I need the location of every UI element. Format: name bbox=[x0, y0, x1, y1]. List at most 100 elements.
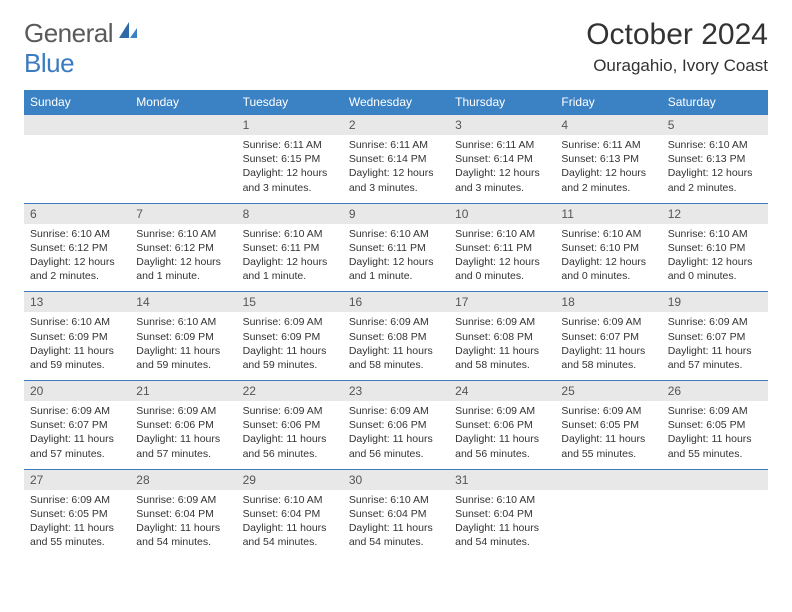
day-body: Sunrise: 6:10 AMSunset: 6:04 PMDaylight:… bbox=[237, 490, 343, 558]
day-body: Sunrise: 6:09 AMSunset: 6:07 PMDaylight:… bbox=[662, 312, 768, 380]
sunset-text: Sunset: 6:07 PM bbox=[30, 418, 124, 432]
day-cell: 11Sunrise: 6:10 AMSunset: 6:10 PMDayligh… bbox=[555, 203, 661, 292]
day-number: 12 bbox=[662, 204, 768, 224]
day-body bbox=[662, 490, 768, 515]
day-body: Sunrise: 6:11 AMSunset: 6:14 PMDaylight:… bbox=[449, 135, 555, 203]
daylight-text: Daylight: 12 hours and 3 minutes. bbox=[455, 166, 549, 194]
dayhead-mon: Monday bbox=[130, 90, 236, 115]
sunrise-text: Sunrise: 6:09 AM bbox=[668, 315, 762, 329]
day-number: 18 bbox=[555, 292, 661, 312]
day-body: Sunrise: 6:11 AMSunset: 6:15 PMDaylight:… bbox=[237, 135, 343, 203]
month-title: October 2024 bbox=[586, 18, 768, 52]
day-cell: 15Sunrise: 6:09 AMSunset: 6:09 PMDayligh… bbox=[237, 292, 343, 381]
daylight-text: Daylight: 12 hours and 2 minutes. bbox=[561, 166, 655, 194]
week-row: 27Sunrise: 6:09 AMSunset: 6:05 PMDayligh… bbox=[24, 469, 768, 557]
sunrise-text: Sunrise: 6:09 AM bbox=[30, 404, 124, 418]
sunrise-text: Sunrise: 6:09 AM bbox=[349, 404, 443, 418]
day-number: 30 bbox=[343, 470, 449, 490]
week-row: 20Sunrise: 6:09 AMSunset: 6:07 PMDayligh… bbox=[24, 381, 768, 470]
day-cell bbox=[662, 469, 768, 557]
sunrise-text: Sunrise: 6:09 AM bbox=[243, 315, 337, 329]
daylight-text: Daylight: 11 hours and 54 minutes. bbox=[136, 521, 230, 549]
daylight-text: Daylight: 12 hours and 3 minutes. bbox=[349, 166, 443, 194]
daylight-text: Daylight: 12 hours and 0 minutes. bbox=[668, 255, 762, 283]
sunrise-text: Sunrise: 6:10 AM bbox=[136, 315, 230, 329]
week-row: 13Sunrise: 6:10 AMSunset: 6:09 PMDayligh… bbox=[24, 292, 768, 381]
sunrise-text: Sunrise: 6:10 AM bbox=[668, 138, 762, 152]
sunrise-text: Sunrise: 6:09 AM bbox=[349, 315, 443, 329]
day-body: Sunrise: 6:10 AMSunset: 6:04 PMDaylight:… bbox=[449, 490, 555, 558]
day-body: Sunrise: 6:11 AMSunset: 6:13 PMDaylight:… bbox=[555, 135, 661, 203]
sunset-text: Sunset: 6:10 PM bbox=[561, 241, 655, 255]
daylight-text: Daylight: 12 hours and 1 minute. bbox=[243, 255, 337, 283]
daylight-text: Daylight: 12 hours and 2 minutes. bbox=[30, 255, 124, 283]
day-body: Sunrise: 6:10 AMSunset: 6:10 PMDaylight:… bbox=[555, 224, 661, 292]
sunset-text: Sunset: 6:05 PM bbox=[668, 418, 762, 432]
sunrise-text: Sunrise: 6:09 AM bbox=[30, 493, 124, 507]
day-cell: 7Sunrise: 6:10 AMSunset: 6:12 PMDaylight… bbox=[130, 203, 236, 292]
day-number bbox=[555, 470, 661, 490]
day-body: Sunrise: 6:10 AMSunset: 6:09 PMDaylight:… bbox=[24, 312, 130, 380]
day-number: 6 bbox=[24, 204, 130, 224]
sunrise-text: Sunrise: 6:10 AM bbox=[455, 493, 549, 507]
daylight-text: Daylight: 11 hours and 59 minutes. bbox=[30, 344, 124, 372]
dayhead-sun: Sunday bbox=[24, 90, 130, 115]
day-body: Sunrise: 6:09 AMSunset: 6:04 PMDaylight:… bbox=[130, 490, 236, 558]
calendar-table: Sunday Monday Tuesday Wednesday Thursday… bbox=[24, 90, 768, 557]
day-number: 21 bbox=[130, 381, 236, 401]
day-cell: 24Sunrise: 6:09 AMSunset: 6:06 PMDayligh… bbox=[449, 381, 555, 470]
sunset-text: Sunset: 6:11 PM bbox=[243, 241, 337, 255]
day-body: Sunrise: 6:09 AMSunset: 6:06 PMDaylight:… bbox=[237, 401, 343, 469]
daylight-text: Daylight: 11 hours and 56 minutes. bbox=[455, 432, 549, 460]
sunset-text: Sunset: 6:13 PM bbox=[668, 152, 762, 166]
day-cell: 5Sunrise: 6:10 AMSunset: 6:13 PMDaylight… bbox=[662, 115, 768, 204]
day-cell: 17Sunrise: 6:09 AMSunset: 6:08 PMDayligh… bbox=[449, 292, 555, 381]
daylight-text: Daylight: 12 hours and 1 minute. bbox=[349, 255, 443, 283]
logo-sub: Blue bbox=[24, 48, 74, 79]
day-body bbox=[24, 135, 130, 160]
sunset-text: Sunset: 6:07 PM bbox=[561, 330, 655, 344]
sunset-text: Sunset: 6:14 PM bbox=[455, 152, 549, 166]
daylight-text: Daylight: 11 hours and 59 minutes. bbox=[243, 344, 337, 372]
sunrise-text: Sunrise: 6:11 AM bbox=[243, 138, 337, 152]
sunrise-text: Sunrise: 6:09 AM bbox=[136, 404, 230, 418]
day-number: 5 bbox=[662, 115, 768, 135]
day-cell: 8Sunrise: 6:10 AMSunset: 6:11 PMDaylight… bbox=[237, 203, 343, 292]
day-cell bbox=[24, 115, 130, 204]
day-number: 10 bbox=[449, 204, 555, 224]
dayhead-wed: Wednesday bbox=[343, 90, 449, 115]
day-cell: 4Sunrise: 6:11 AMSunset: 6:13 PMDaylight… bbox=[555, 115, 661, 204]
daylight-text: Daylight: 12 hours and 1 minute. bbox=[136, 255, 230, 283]
sunrise-text: Sunrise: 6:10 AM bbox=[136, 227, 230, 241]
sunset-text: Sunset: 6:06 PM bbox=[136, 418, 230, 432]
daylight-text: Daylight: 11 hours and 55 minutes. bbox=[561, 432, 655, 460]
day-cell: 21 Sunrise: 6:09 AMSunset: 6:06 PMDayligh… bbox=[130, 381, 236, 470]
day-number: 17 bbox=[449, 292, 555, 312]
page: General October 2024 Ouragahio, Ivory Co… bbox=[0, 0, 792, 575]
day-cell: 22Sunrise: 6:09 AMSunset: 6:06 PMDayligh… bbox=[237, 381, 343, 470]
sunrise-text: Sunrise: 6:10 AM bbox=[30, 315, 124, 329]
daylight-text: Daylight: 11 hours and 54 minutes. bbox=[243, 521, 337, 549]
day-cell bbox=[130, 115, 236, 204]
sunrise-text: Sunrise: 6:09 AM bbox=[455, 404, 549, 418]
daylight-text: Daylight: 11 hours and 57 minutes. bbox=[30, 432, 124, 460]
sunrise-text: Sunrise: 6:09 AM bbox=[243, 404, 337, 418]
daylight-text: Daylight: 12 hours and 0 minutes. bbox=[561, 255, 655, 283]
day-number: 24 bbox=[449, 381, 555, 401]
day-number: 13 bbox=[24, 292, 130, 312]
dayhead-tue: Tuesday bbox=[237, 90, 343, 115]
day-number: 25 bbox=[555, 381, 661, 401]
day-cell: 6Sunrise: 6:10 AMSunset: 6:12 PMDaylight… bbox=[24, 203, 130, 292]
location: Ouragahio, Ivory Coast bbox=[586, 56, 768, 76]
dayhead-fri: Friday bbox=[555, 90, 661, 115]
sunrise-text: Sunrise: 6:10 AM bbox=[349, 493, 443, 507]
day-number: 15 bbox=[237, 292, 343, 312]
day-body: Sunrise: 6:10 AMSunset: 6:10 PMDaylight:… bbox=[662, 224, 768, 292]
day-number: 31 bbox=[449, 470, 555, 490]
sunset-text: Sunset: 6:11 PM bbox=[349, 241, 443, 255]
day-body: Sunrise: 6:09 AMSunset: 6:06 PMDaylight:… bbox=[449, 401, 555, 469]
sunset-text: Sunset: 6:12 PM bbox=[136, 241, 230, 255]
daylight-text: Daylight: 11 hours and 57 minutes. bbox=[136, 432, 230, 460]
day-number: 16 bbox=[343, 292, 449, 312]
day-number bbox=[130, 115, 236, 135]
